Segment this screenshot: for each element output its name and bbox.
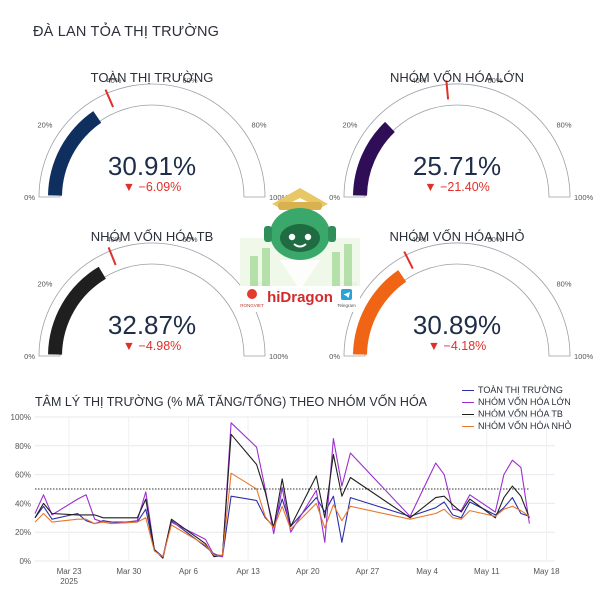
x-tick-label: Mar 23	[57, 567, 82, 576]
series-line	[34, 472, 530, 558]
legend-item[interactable]: TOÀN THỊ TRƯỜNG	[462, 384, 572, 396]
x-tick-label: Apr 27	[356, 567, 380, 576]
page-title: ĐÀ LAN TỎA THỊ TRƯỜNG	[33, 24, 220, 40]
legend-label: TOÀN THỊ TRƯỜNG	[478, 385, 563, 395]
x-tick-sublabel: 2025	[60, 577, 78, 586]
chart-legend: TOÀN THỊ TRƯỜNG NHÓM VỐN HÓA LỚN NHÓM VỐN …	[462, 384, 572, 432]
y-tick-label: 40%	[15, 499, 31, 508]
legend-label: NHÓM VỐN HÓA TB	[478, 409, 563, 419]
rongviet-badge: RONGVIET	[240, 303, 264, 308]
legend-swatch	[462, 401, 474, 403]
y-tick-label: 60%	[15, 471, 31, 480]
y-tick-label: 80%	[15, 442, 31, 451]
hidragon-wordmark: hiDragon	[267, 289, 333, 306]
legend-item[interactable]: NHÓM VỐN HÓA TB	[462, 408, 572, 420]
legend-label: NHÓM VỐN HÓA NHỎ	[478, 421, 572, 431]
x-tick-label: Mar 30	[116, 567, 141, 576]
x-tick-label: Apr 13	[236, 567, 260, 576]
legend-item[interactable]: NHÓM VỐN HÓA LỚN	[462, 396, 572, 408]
series-line	[34, 433, 530, 559]
y-tick-label: 100%	[11, 413, 31, 422]
chart-title: TÂM LÝ THỊ TRƯỜNG (% MÃ TĂNG/TỔNG) THEO …	[35, 395, 428, 409]
legend-swatch	[462, 425, 474, 427]
x-tick-label: Apr 6	[179, 567, 199, 576]
y-tick-label: 0%	[19, 557, 31, 566]
series-line	[34, 495, 530, 558]
hidragon-logo: RONGVIET hiDragon Telegram	[240, 188, 360, 312]
x-tick-label: May 11	[474, 567, 500, 576]
telegram-badge: Telegram	[337, 303, 356, 308]
x-tick-label: May 18	[533, 567, 560, 576]
series-line	[34, 422, 530, 559]
x-tick-label: Apr 20	[296, 567, 320, 576]
legend-swatch	[462, 389, 474, 391]
legend-swatch	[462, 413, 474, 415]
legend-item[interactable]: NHÓM VỐN HÓA NHỎ	[462, 420, 572, 432]
legend-label: NHÓM VỐN HÓA LỚN	[478, 397, 571, 407]
y-tick-label: 20%	[15, 528, 31, 537]
x-tick-label: May 4	[416, 567, 438, 576]
